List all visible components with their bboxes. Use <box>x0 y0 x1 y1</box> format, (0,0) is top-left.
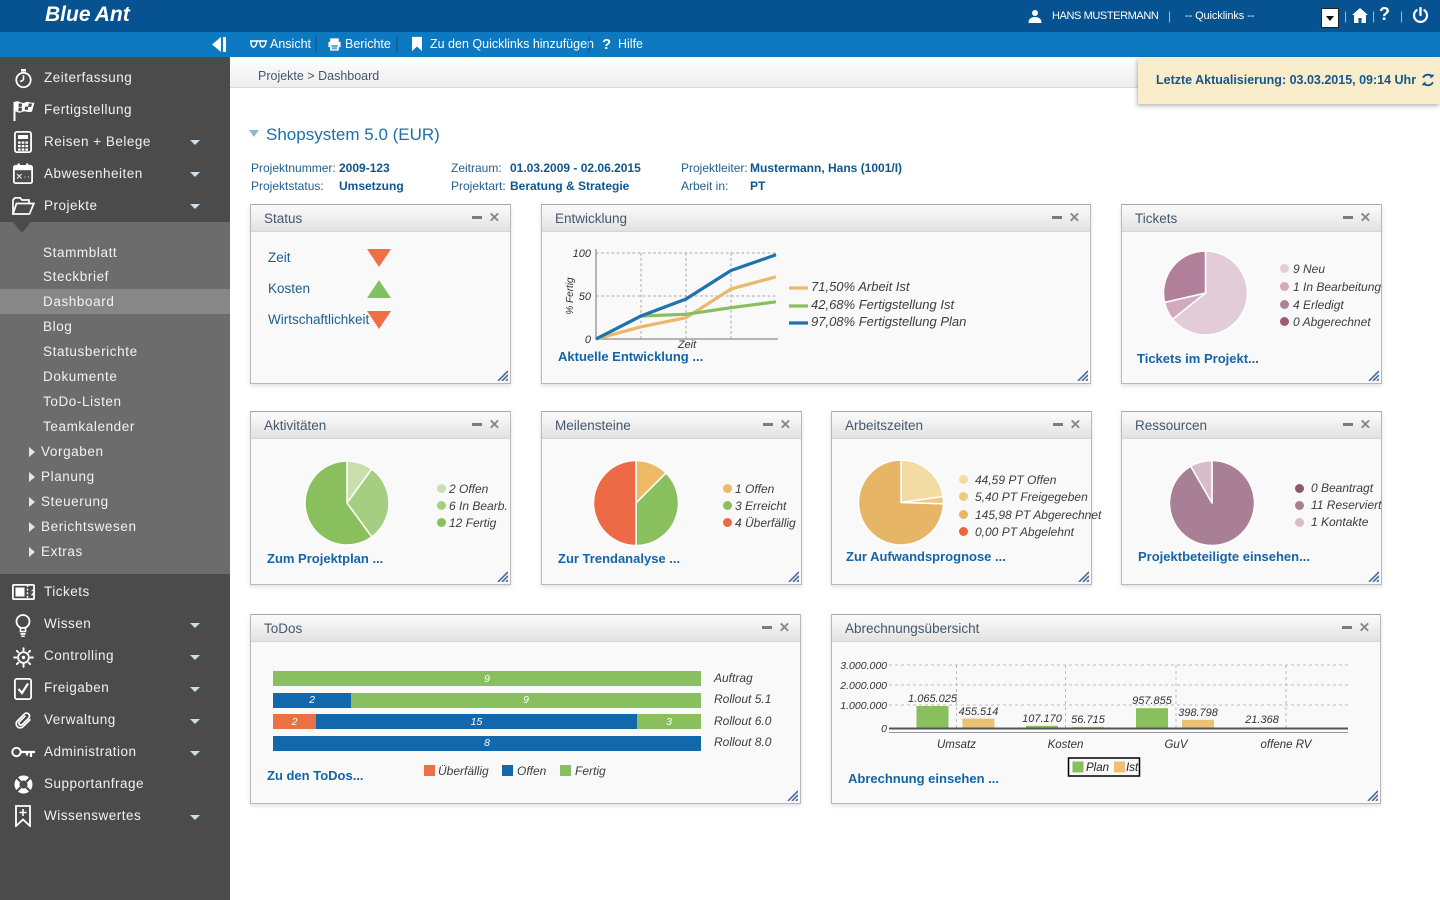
svg-text:Ist: Ist <box>1126 762 1139 774</box>
svg-text:GuV: GuV <box>1164 739 1188 751</box>
svg-text:1.000.000: 1.000.000 <box>840 700 887 712</box>
svg-text:0: 0 <box>585 334 592 346</box>
svg-text:455.514: 455.514 <box>959 706 999 718</box>
svg-text:21.368: 21.368 <box>1244 714 1280 726</box>
svg-text:offene RV: offene RV <box>1261 739 1313 751</box>
svg-text:Plan: Plan <box>1086 762 1109 774</box>
svg-text:3.000.000: 3.000.000 <box>840 660 887 672</box>
svg-text:107.170: 107.170 <box>1022 713 1063 725</box>
svg-text:0: 0 <box>881 723 887 735</box>
svg-text:2: 2 <box>31 588 35 598</box>
svg-text:957.855: 957.855 <box>1132 695 1173 707</box>
svg-text:✕··: ✕·· <box>15 172 30 182</box>
svg-text:Zeit: Zeit <box>677 339 697 351</box>
svg-text:Kosten: Kosten <box>1048 739 1084 751</box>
svg-text:% Fertig: % Fertig <box>565 277 576 315</box>
svg-text:100: 100 <box>573 248 592 260</box>
svg-text:1.065.025: 1.065.025 <box>908 693 958 705</box>
svg-text:50: 50 <box>579 291 592 303</box>
svg-text:56.715: 56.715 <box>1071 714 1106 726</box>
svg-text:2.000.000: 2.000.000 <box>839 680 887 692</box>
svg-text:398.798: 398.798 <box>1178 707 1219 719</box>
svg-text:Umsatz: Umsatz <box>937 739 976 751</box>
